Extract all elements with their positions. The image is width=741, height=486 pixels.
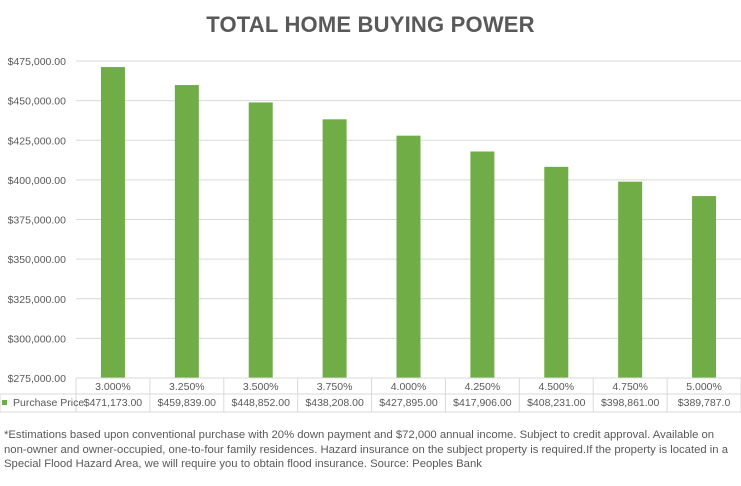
data-label: $398,861.00: [601, 397, 660, 409]
legend-label: Purchase Price: [13, 397, 84, 409]
data-table: Purchase Price 3.000% $471,173.00 3.250% $45…: [0, 377, 741, 413]
x-category-label: 4.750%: [612, 381, 648, 393]
bar: [322, 119, 347, 379]
data-label: $438,208.00: [305, 397, 364, 409]
x-category-label: 3.000%: [95, 381, 131, 393]
x-category-label: 3.750%: [317, 381, 353, 393]
legend-key: [2, 400, 7, 405]
x-category-label: 3.500%: [243, 381, 279, 393]
x-category-label: 3.250%: [169, 381, 205, 393]
data-label: $427,895.00: [379, 397, 438, 409]
y-tick-label: $275,000.00: [8, 373, 67, 385]
bar: [174, 85, 199, 378]
data-label: $448,852.00: [232, 397, 291, 409]
chart-title: TOTAL HOME BUYING POWER: [206, 12, 535, 37]
bar: [248, 102, 273, 378]
y-axis: $275,000.00 $300,000.00 $325,000.00 $350,00…: [8, 56, 67, 385]
data-label: $389,787.0: [678, 397, 731, 409]
y-tick-label: $425,000.00: [8, 135, 67, 147]
x-category-label: 4.250%: [465, 381, 501, 393]
y-tick-label: $475,000.00: [8, 56, 67, 68]
y-tick-label: $300,000.00: [8, 333, 67, 345]
bars: [100, 67, 717, 379]
data-label: $471,173.00: [84, 397, 143, 409]
data-label: $459,839.00: [158, 397, 217, 409]
bar: [470, 151, 495, 378]
data-label: $417,906.00: [453, 397, 512, 409]
data-label: $408,231.00: [527, 397, 586, 409]
y-tick-label: $450,000.00: [8, 96, 67, 108]
bar: [396, 135, 421, 378]
y-tick-label: $375,000.00: [8, 215, 67, 227]
bar: [692, 196, 717, 378]
bar: [618, 181, 643, 378]
y-tick-label: $325,000.00: [8, 294, 67, 306]
x-category-label: 4.000%: [391, 381, 427, 393]
y-tick-label: $350,000.00: [8, 254, 67, 266]
x-category-label: 5.000%: [686, 381, 722, 393]
y-tick-label: $400,000.00: [8, 175, 67, 187]
bar: [544, 166, 569, 378]
bar-chart: $275,000.00 $300,000.00 $325,000.00 $350,00…: [0, 56, 741, 413]
bar: [100, 67, 125, 378]
footnote: *Estimations based upon conventional pur…: [4, 429, 729, 471]
x-category-label: 4.500%: [538, 381, 574, 393]
